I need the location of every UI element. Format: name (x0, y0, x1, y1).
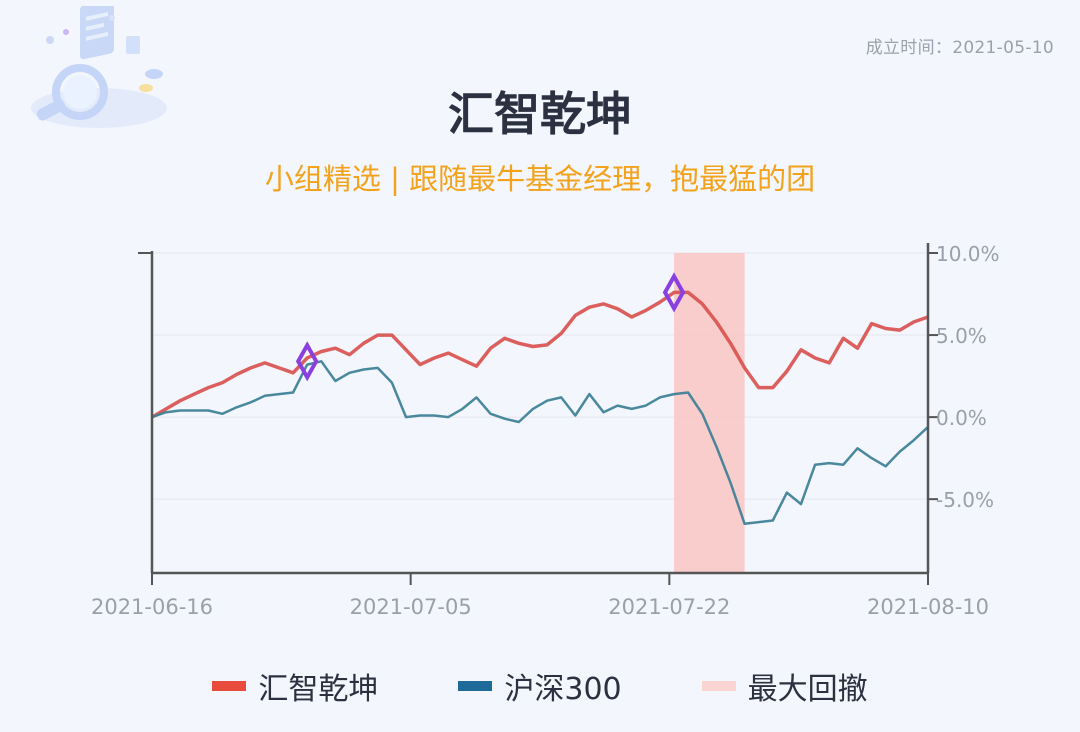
y-tick-label: 10.0% (936, 242, 1000, 266)
performance-chart: 10.0% 5.0% 0.0% -5.0% 2021-06-16 2021-07-05 20… (91, 242, 1000, 619)
established-label: 成立时间： (865, 38, 953, 58)
y-tick-label: 0.0% (936, 406, 987, 430)
index-line (151, 360, 929, 526)
grid-lines (152, 252, 928, 500)
max-drawdown-region (674, 253, 745, 573)
legend-item-fund: 汇智乾坤 (212, 664, 378, 708)
x-tick-label: 2021-08-10 (867, 595, 989, 619)
legend-label-index: 沪深300 (504, 672, 622, 707)
series-lines (151, 290, 929, 526)
fund-title: 汇智乾坤 (448, 87, 632, 141)
y-tick-label: -5.0% (936, 488, 994, 512)
legend-item-drawdown: 最大回撤 (701, 664, 868, 708)
y-tick-label: 5.0% (936, 324, 987, 348)
established-value: 2021-05-10 (952, 38, 1054, 58)
fund-subtitle: 小组精选 | 跟随最牛基金经理，抱最猛的团 (264, 162, 816, 196)
drawdown-band (674, 253, 745, 573)
established-date: 成立时间：2021-05-10 (866, 33, 1054, 58)
legend-label-drawdown: 最大回撤 (747, 672, 868, 707)
tick-labels: 10.0% 5.0% 0.0% -5.0% 2021-06-16 2021-07-05 20… (91, 242, 1000, 619)
diamond-marker (295, 341, 319, 382)
chart-legend: 汇智乾坤 沪深300 最大回撤 (0, 664, 1080, 708)
legend-item-index: 沪深300 (458, 664, 622, 708)
fund-line (151, 290, 929, 419)
legend-label-fund: 汇智乾坤 (258, 672, 379, 707)
x-tick-label: 2021-06-16 (91, 595, 213, 619)
legend-swatch-fund (212, 681, 247, 691)
x-tick-label: 2021-07-22 (608, 595, 730, 619)
legend-swatch-drawdown (701, 681, 736, 691)
magnifier-illustration-icon (31, 6, 167, 128)
axes (138, 243, 938, 585)
x-tick-label: 2021-07-05 (350, 595, 472, 619)
markers (295, 272, 686, 382)
diamond-marker (662, 272, 686, 313)
legend-swatch-index (458, 681, 493, 691)
